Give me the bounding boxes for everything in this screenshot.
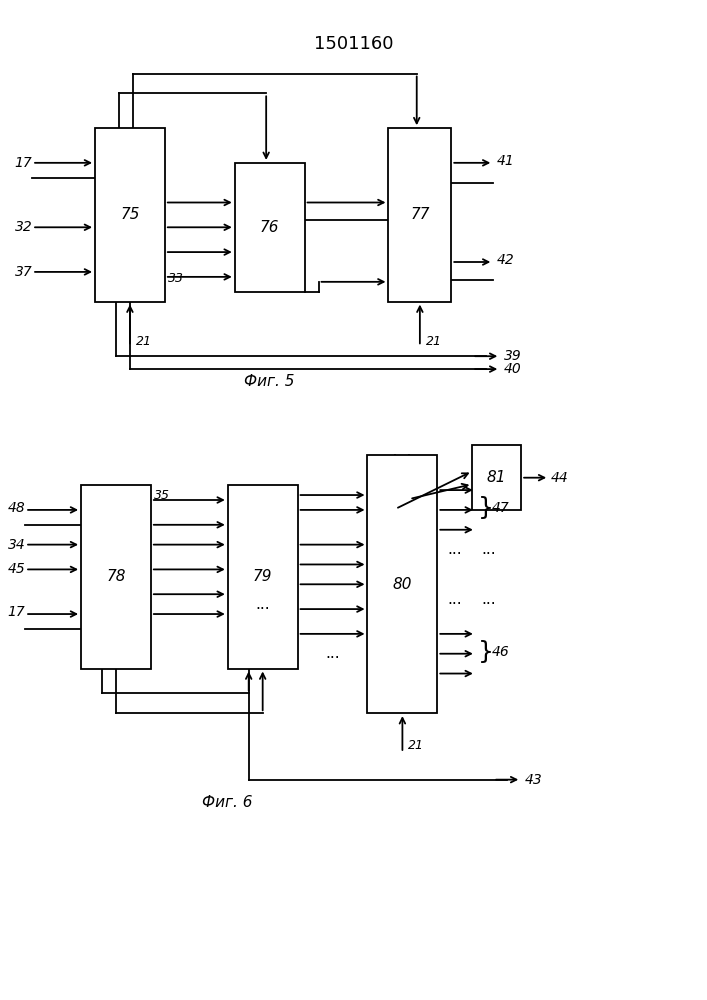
Text: Фиг. 5: Фиг. 5: [245, 373, 295, 388]
Text: 81: 81: [487, 470, 506, 485]
Text: 17: 17: [8, 605, 25, 619]
Text: 78: 78: [106, 569, 126, 584]
Bar: [95, 128, 165, 302]
Text: 37: 37: [15, 265, 33, 279]
Text: 75: 75: [120, 207, 140, 222]
Text: 80: 80: [392, 577, 412, 592]
Text: 77: 77: [410, 207, 430, 222]
Text: ...: ...: [255, 597, 270, 612]
Text: }: }: [478, 640, 494, 664]
Text: 1501160: 1501160: [314, 35, 393, 53]
Text: 21: 21: [408, 739, 424, 752]
Text: 32: 32: [15, 220, 33, 234]
Bar: [81, 485, 151, 669]
Text: }: }: [478, 496, 494, 520]
Bar: [472, 445, 521, 510]
Bar: [388, 128, 451, 302]
Bar: [228, 485, 298, 669]
Bar: [235, 163, 305, 292]
Text: 76: 76: [260, 220, 279, 235]
Text: ...: ...: [448, 542, 462, 557]
Text: 48: 48: [8, 501, 25, 515]
Text: 21: 21: [136, 335, 151, 348]
Text: 41: 41: [497, 154, 515, 168]
Text: 44: 44: [551, 471, 569, 485]
Text: ...: ...: [481, 592, 496, 607]
Text: ...: ...: [481, 542, 496, 557]
Text: 46: 46: [492, 645, 510, 659]
Text: 35: 35: [154, 489, 170, 502]
Text: 47: 47: [492, 501, 510, 515]
Text: 40: 40: [503, 362, 522, 376]
Bar: [368, 455, 438, 713]
Text: Фиг. 6: Фиг. 6: [202, 795, 253, 810]
Text: 42: 42: [497, 253, 515, 267]
Text: 34: 34: [8, 538, 25, 552]
Text: 43: 43: [525, 773, 542, 787]
Text: 39: 39: [503, 349, 522, 363]
Text: ...: ...: [448, 592, 462, 607]
Text: 33: 33: [168, 272, 185, 285]
Text: ...: ...: [325, 646, 340, 661]
Text: 79: 79: [253, 569, 272, 584]
Text: 17: 17: [15, 156, 33, 170]
Text: 45: 45: [8, 562, 25, 576]
Text: 21: 21: [426, 335, 441, 348]
